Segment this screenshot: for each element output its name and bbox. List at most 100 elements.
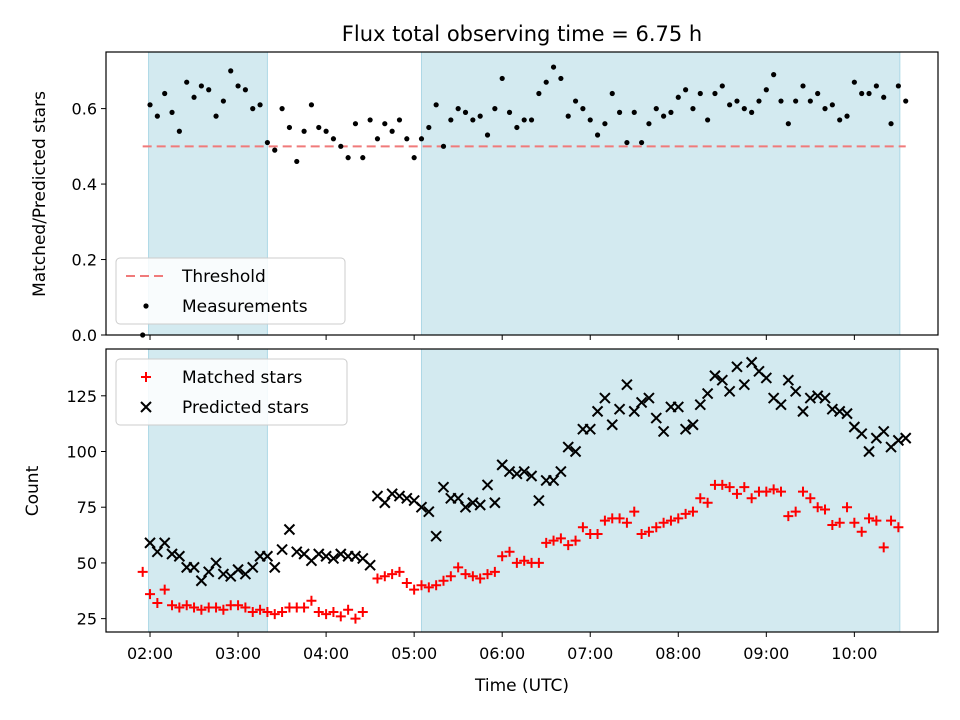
measurement-point-65 xyxy=(616,109,623,115)
predicted-point-1 xyxy=(151,546,164,558)
measurement-point-52 xyxy=(521,117,527,123)
predicted-point-75 xyxy=(694,399,706,411)
predicted-point-64 xyxy=(613,403,626,415)
matched-point-17 xyxy=(262,606,273,617)
plot-frame xyxy=(105,348,939,633)
matched-point-80 xyxy=(731,488,742,499)
predicted-point-16 xyxy=(261,550,274,562)
measurement-point-41 xyxy=(440,143,447,149)
predicted-point-20 xyxy=(291,546,303,558)
measurement-point-56 xyxy=(550,64,557,70)
measurement-point-40 xyxy=(433,102,439,108)
matched-point-39 xyxy=(431,580,442,591)
matched-point-41 xyxy=(445,571,456,582)
measurement-point-101 xyxy=(881,94,887,100)
measurement-point-77 xyxy=(705,117,711,123)
matched-point-79 xyxy=(724,482,735,493)
matched-point-19 xyxy=(277,606,288,617)
y-axis-label-top: Matched/Predicted stars xyxy=(30,91,50,297)
matched-point-28 xyxy=(343,604,354,615)
measurement-point-91 xyxy=(807,98,813,104)
y-tick-label-1: 50 xyxy=(77,554,97,573)
predicted-point-95 xyxy=(841,407,853,420)
measurement-point-44 xyxy=(462,109,469,115)
y-tick-label-2: 75 xyxy=(77,498,97,517)
measurement-point-24 xyxy=(316,124,322,131)
measurement-point-86 xyxy=(771,72,777,78)
matched-point-37 xyxy=(416,580,427,591)
legend-label-0: Threshold xyxy=(181,267,266,287)
matched-point-102 xyxy=(893,522,904,533)
measurement-point-42 xyxy=(448,117,454,123)
measurement-point-61 xyxy=(587,117,593,123)
matched-point-26 xyxy=(328,606,339,617)
measurement-point-100 xyxy=(873,83,879,89)
matched-point-3 xyxy=(159,584,170,595)
measurement-point-72 xyxy=(668,109,674,115)
measurement-point-75 xyxy=(690,106,696,112)
measurement-point-98 xyxy=(859,90,865,97)
predicted-point-60 xyxy=(584,423,596,435)
measurement-point-11 xyxy=(220,98,226,104)
predicted-point-91 xyxy=(811,390,824,402)
predicted-point-88 xyxy=(789,385,802,398)
matched-point-81 xyxy=(739,482,750,493)
measurement-point-95 xyxy=(837,117,843,123)
measurement-point-103 xyxy=(895,83,901,89)
measurement-point-53 xyxy=(528,117,535,123)
predicted-point-45 xyxy=(474,499,486,511)
measurement-point-33 xyxy=(382,121,388,127)
measurement-point-60 xyxy=(580,106,586,112)
measurement-point-88 xyxy=(785,121,791,127)
predicted-point-100 xyxy=(877,425,890,438)
measurement-point-36 xyxy=(404,136,410,142)
predicted-point-56 xyxy=(555,465,567,478)
predicted-point-94 xyxy=(833,405,846,418)
measurement-point-34 xyxy=(389,128,395,134)
predicted-point-55 xyxy=(547,474,560,487)
y-tick-label-4: 125 xyxy=(66,387,97,406)
measurement-point-7 xyxy=(191,94,197,100)
y-axis-label-bottom: Count xyxy=(23,465,43,516)
matched-point-95 xyxy=(842,502,853,513)
matched-point-7 xyxy=(189,602,200,613)
measurement-point-87 xyxy=(778,98,784,104)
chart-title: Flux total observing time = 6.75 h xyxy=(342,22,702,46)
matched-point-55 xyxy=(548,535,559,546)
measurement-point-93 xyxy=(822,106,828,112)
predicted-point-33 xyxy=(386,488,398,500)
predicted-point-74 xyxy=(687,419,699,431)
matched-point-23 xyxy=(306,595,317,606)
matched-point-53 xyxy=(533,557,544,568)
predicted-point-69 xyxy=(650,412,662,424)
matched-point-82 xyxy=(746,493,757,504)
measurement-point-17 xyxy=(264,139,271,146)
predicted-point-46 xyxy=(481,479,494,491)
matched-point-40 xyxy=(438,575,449,586)
predicted-point-30 xyxy=(364,559,376,571)
measurement-point-6 xyxy=(184,79,190,85)
matched-point-62 xyxy=(599,515,610,526)
matched-point-58 xyxy=(570,535,581,546)
matched-point-100 xyxy=(878,542,889,553)
matched-point-59 xyxy=(577,522,588,533)
measurement-point-102 xyxy=(888,121,894,127)
predicted-point-92 xyxy=(819,392,831,404)
matched-point-22 xyxy=(299,602,310,613)
predicted-point-34 xyxy=(393,490,406,502)
measurement-point-66 xyxy=(624,139,630,146)
predicted-point-79 xyxy=(723,385,736,398)
measurement-point-23 xyxy=(308,102,315,108)
matched-point-34 xyxy=(394,566,405,577)
measurement-point-82 xyxy=(741,106,747,112)
matched-point-66 xyxy=(629,506,640,517)
predicted-point-81 xyxy=(738,378,751,391)
matched-point-42 xyxy=(453,562,464,573)
predicted-point-2 xyxy=(158,537,171,549)
matched-point-91 xyxy=(812,502,823,513)
measurement-point-2 xyxy=(154,113,160,119)
x-tick-label-8: 10:00 xyxy=(831,644,877,663)
measurement-point-35 xyxy=(396,117,403,123)
legend-label-1: Measurements xyxy=(182,297,308,317)
